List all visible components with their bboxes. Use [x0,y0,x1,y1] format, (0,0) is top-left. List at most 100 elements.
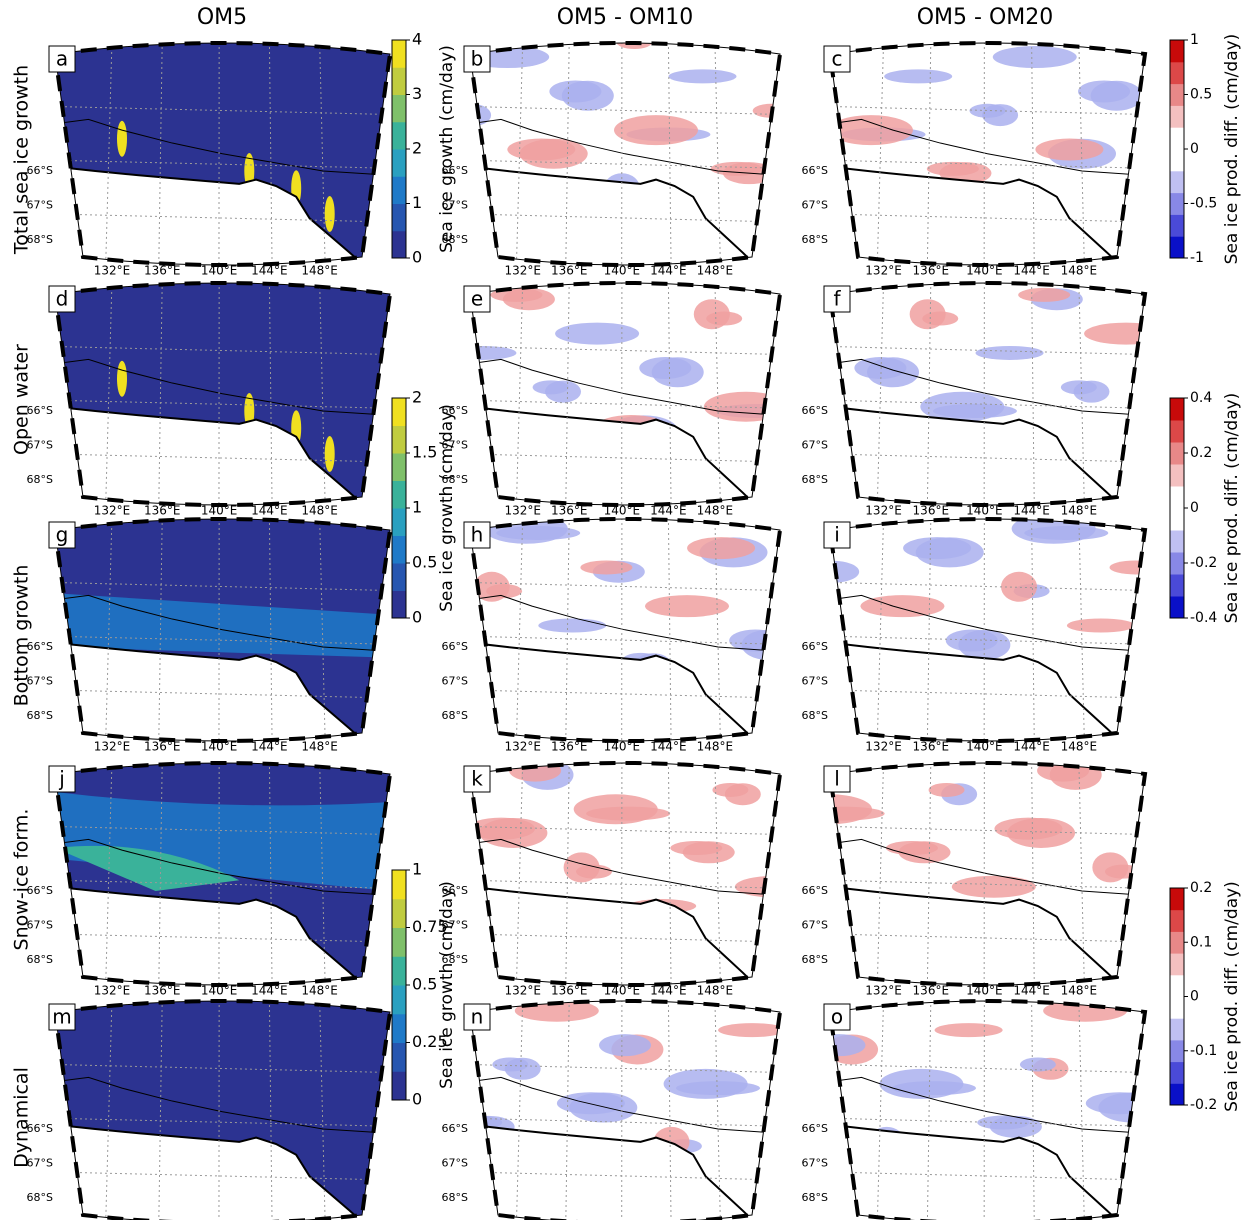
lat-label: 68°S [27,953,53,966]
colorbar-segment [1170,1062,1184,1084]
map-content [812,272,1168,527]
colorbar-segment [392,928,406,957]
map-content [455,32,789,287]
anomaly [886,841,938,855]
lon-label: 144°E [1013,504,1050,518]
lat-label: 67°S [802,1156,828,1169]
colorbar-segment [1170,574,1184,597]
lon-label: 140°E [201,264,238,278]
lon-label: 132°E [865,504,902,518]
lon-label: 136°E [144,740,181,754]
colorbar-segment [392,1043,406,1072]
lon-label: 132°E [94,984,131,998]
colorbar-tick-label: 1.5 [412,443,437,462]
colorbar-tick-label: 0.2 [1190,880,1212,896]
panel-letter: m [52,1005,71,1029]
colorbar-segment [392,231,406,259]
anomaly [1092,852,1128,882]
colorbar-segment [1170,171,1184,193]
anomaly [484,514,568,544]
anomaly [788,794,872,824]
colorbar-segment [392,899,406,928]
lon-label: 148°E [301,984,338,998]
lon-label: 132°E [504,504,541,518]
colorbar-tick-label: 4 [412,30,422,49]
lon-label: 144°E [650,504,687,518]
colorbar-segment [392,536,406,564]
lon-label: 136°E [144,504,181,518]
anomaly [599,1034,651,1056]
lon-label: 144°E [251,264,288,278]
colorbar-segment [1170,486,1184,509]
anomaly [492,1058,528,1072]
lon-label: 140°E [604,984,641,998]
anomaly [533,380,569,394]
anomaly [1035,139,1103,161]
lat-label: 66°S [802,884,828,897]
lat-label: 68°S [802,233,828,246]
colorbar-segment [1170,398,1184,421]
colorbar-tick-label: -1 [1190,250,1204,266]
colorbar-segment [1170,193,1184,215]
lat-label: 67°S [802,918,828,931]
lat-label: 68°S [802,709,828,722]
lon-label: 140°E [604,264,641,278]
anomaly [574,794,658,824]
anomaly [687,537,755,559]
colorbar-tick-label: 3 [412,84,422,103]
colorbar-segment [392,985,406,1014]
panel-letter: c [832,47,843,71]
anomaly [718,1023,786,1037]
colorbar-segment [392,67,406,95]
anomaly [884,69,952,83]
colorbar-segment [1170,1040,1184,1062]
lon-label: 136°E [551,984,588,998]
lon-label: 132°E [865,984,902,998]
anomaly [564,852,600,882]
anomaly [509,760,561,782]
colorbar-segment [392,870,406,899]
anomaly [994,818,1062,840]
panel-letter: j [58,767,65,791]
lon-label: 144°E [251,984,288,998]
colorbar-tick-label: -0.5 [1190,196,1217,212]
colorbar-segment [1170,596,1184,619]
lon-label: 132°E [94,264,131,278]
lat-label: 68°S [802,953,828,966]
row-label: Total sea ice growth [11,65,33,255]
lat-label: 67°S [442,1156,468,1169]
lon-label: 132°E [865,740,902,754]
panel-letter: o [831,1005,843,1029]
lon-label: 132°E [504,740,541,754]
anomaly [614,115,698,145]
lon-label: 148°E [1061,264,1098,278]
lon-label: 136°E [144,984,181,998]
colorbar-tick-label: 0.5 [412,553,437,572]
map-content [450,990,786,1220]
lon-label: 144°E [1013,984,1050,998]
lon-label: 144°E [251,504,288,518]
lon-label: 148°E [697,504,734,518]
anomaly [860,595,944,617]
lon-label: 148°E [1061,504,1098,518]
lat-label: 66°S [802,640,828,653]
lon-label: 136°E [551,504,588,518]
lon-label: 140°E [966,984,1003,998]
anomaly [879,1069,963,1099]
anomaly [935,1023,1003,1037]
colorbar-segment [1170,464,1184,487]
lat-label: 67°S [802,674,828,687]
colorbar-tick-label: 0.5 [412,975,437,994]
colorbar-label: Sea ice growth (cm/day) [437,881,457,1089]
hotspot [325,436,335,472]
colorbar-tick-label: 0 [412,248,422,267]
lon-label: 140°E [604,504,641,518]
colorbar-segment [392,40,406,68]
hotspot [117,361,127,397]
colorbar-label: Sea ice growth (cm/day) [437,404,457,612]
